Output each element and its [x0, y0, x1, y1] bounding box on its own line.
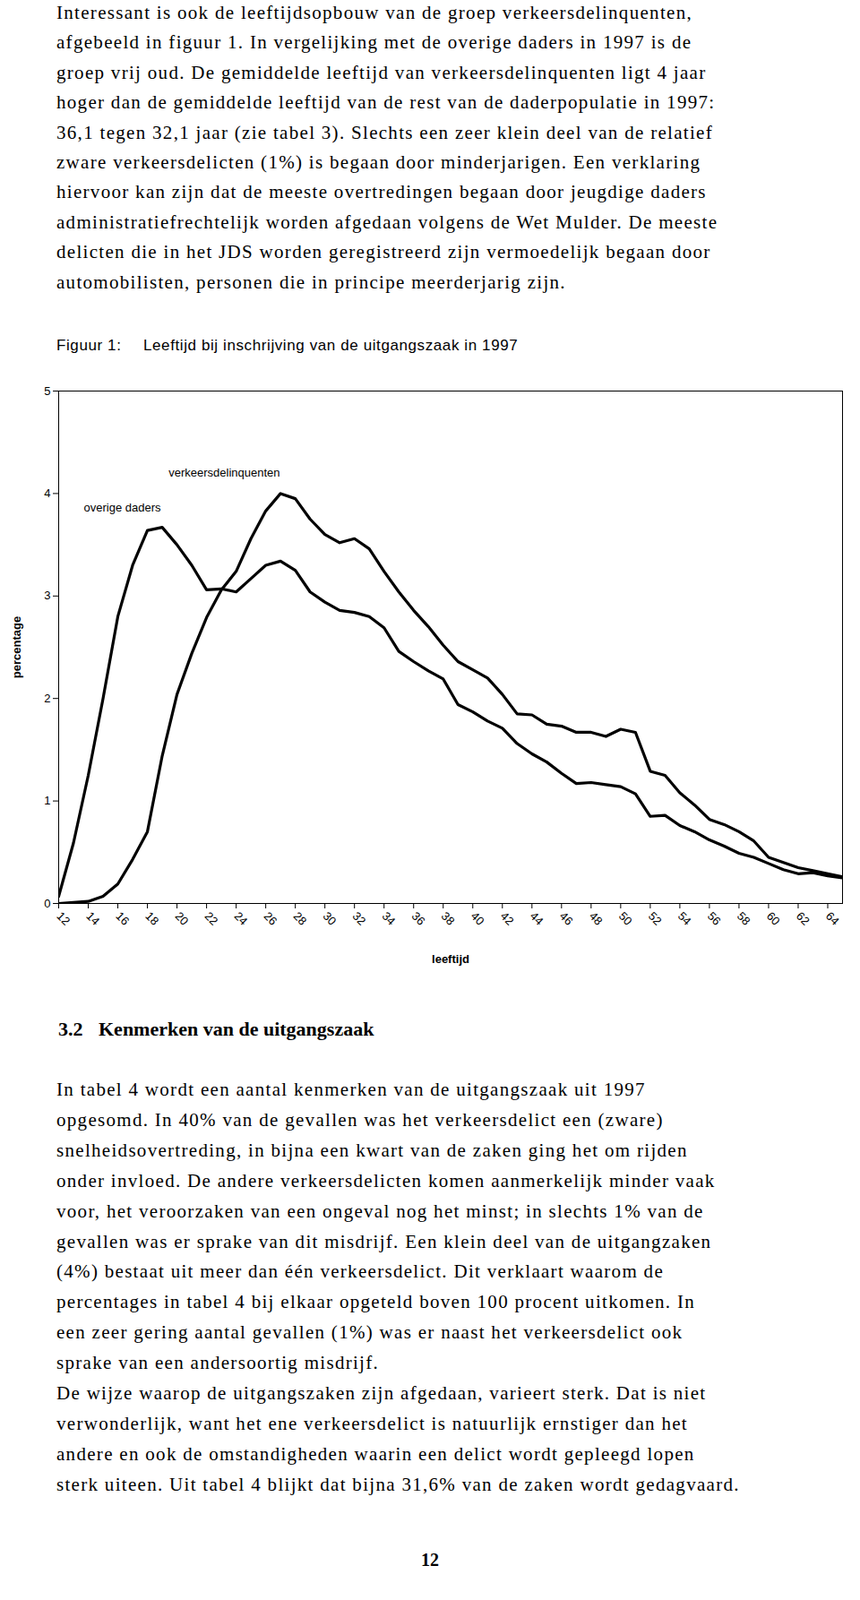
svg-text:leeftijd: leeftijd: [431, 952, 470, 966]
html-text:In tabel 4 wordt een aantal ke: In tabel 4 wordt een aantal kenmerken va…: [56, 1078, 646, 1101]
svg-text:62: 62: [793, 909, 813, 929]
html-text:automobilisten, personen die i: automobilisten, personen die in principe…: [56, 271, 567, 293]
svg-text:32: 32: [350, 909, 370, 929]
html-text:administratiefrechtelijk worde: administratiefrechtelijk worden afgedaan…: [56, 211, 718, 233]
svg-text:20: 20: [172, 909, 192, 929]
svg-text:52: 52: [645, 909, 665, 929]
html-text:gevallen was er sprake van dit: gevallen was er sprake van dit misdrijf.…: [56, 1230, 712, 1252]
svg-text:38: 38: [438, 909, 458, 929]
svg-text:34: 34: [379, 909, 399, 929]
html-text:opgesomd. In 40% van de gevall: opgesomd. In 40% van de gevallen was het…: [56, 1108, 664, 1131]
svg-text:22: 22: [202, 909, 222, 929]
svg-text:12: 12: [53, 909, 73, 929]
svg-text:16: 16: [112, 909, 132, 929]
html-text:snelheidsovertreding, in bijna: snelheidsovertreding, in bijna een kwart…: [56, 1139, 688, 1161]
html-text:afgebeeld in figuur 1. In verg: afgebeeld in figuur 1. In vergelijking m…: [56, 31, 692, 54]
html-text:De wijze waarop de uitgangszak: De wijze waarop de uitgangszaken zijn af…: [56, 1382, 707, 1404]
svg-text:56: 56: [705, 909, 724, 929]
svg-text:2: 2: [43, 691, 51, 706]
svg-text:5: 5: [43, 384, 51, 398]
html-text:sprake van een andersoortig mi: sprake van een andersoortig misdrijf.: [56, 1351, 380, 1374]
svg-text:46: 46: [557, 909, 577, 929]
svg-text:18: 18: [142, 909, 162, 929]
svg-text:36: 36: [409, 909, 429, 929]
svg-text:42: 42: [498, 909, 517, 929]
svg-text:54: 54: [675, 909, 695, 929]
html-text:groep vrij oud. De gemiddelde: groep vrij oud. De gemiddelde leeftijd v…: [56, 61, 707, 84]
svg-text:64: 64: [823, 909, 843, 929]
html-text:12: 12: [421, 1549, 439, 1570]
html-text:verwonderlijk, want het ene ve: verwonderlijk, want het ene verkeersdeli…: [56, 1412, 688, 1435]
html-text:delicten die in het JDS worden: delicten die in het JDS worden geregistr…: [56, 241, 712, 263]
html-text:onder invloed. De andere verke: onder invloed. De andere verkeersdelicte…: [56, 1169, 716, 1192]
svg-text:40: 40: [468, 909, 488, 929]
html-text:een zeer gering aantal gevalle: een zeer gering aantal gevallen (1%) was…: [56, 1321, 683, 1344]
html-text:Interessant is ook de leeftijd: Interessant is ook de leeftijdsopbouw va…: [56, 1, 693, 24]
html-text:zware verkeersdelicten (1%) is: zware verkeersdelicten (1%) is begaan do…: [56, 151, 701, 173]
svg-text:50: 50: [616, 909, 636, 929]
svg-text:4: 4: [43, 486, 51, 500]
svg-text:30: 30: [320, 909, 340, 929]
html-text:sterk uiteen. Uit tabel 4 blij: sterk uiteen. Uit tabel 4 blijkt dat bij…: [56, 1473, 740, 1495]
svg-text:14: 14: [83, 909, 103, 929]
html-text:hiervoor kan zijn dat de meest: hiervoor kan zijn dat de meeste overtred…: [56, 181, 707, 203]
html-text:Figuur 1:: Figuur 1:: [56, 336, 122, 354]
html-text:36,1 tegen 32,1 jaar (zie tabe: 36,1 tegen 32,1 jaar (zie tabel 3). Slec…: [56, 121, 714, 143]
svg-text:verkeersdelinquenten: verkeersdelinquenten: [168, 465, 280, 480]
svg-text:44: 44: [527, 909, 547, 929]
html-text:Leeftijd bij inschrijving van: Leeftijd bij inschrijving van de uitgang…: [143, 336, 519, 354]
html-text:hoger dan de gemiddelde leefti: hoger dan de gemiddelde leeftijd van de …: [56, 91, 716, 114]
svg-text:0: 0: [43, 896, 51, 911]
svg-text:overige daders: overige daders: [83, 500, 161, 515]
svg-text:percentage: percentage: [9, 616, 24, 679]
svg-text:58: 58: [734, 909, 754, 929]
html-text:percentages in tabel 4 bij elk: percentages in tabel 4 bij elkaar opgete…: [56, 1291, 696, 1313]
svg-text:1: 1: [43, 793, 51, 808]
svg-text:28: 28: [291, 909, 310, 929]
svg-text:48: 48: [586, 909, 606, 929]
svg-text:60: 60: [764, 909, 783, 929]
html-text:(4%) bestaat uit meer dan één: (4%) bestaat uit meer dan één verkeersde…: [56, 1260, 664, 1283]
html-text:andere en ook de omstandighede: andere en ook de omstandigheden waarin e…: [56, 1443, 695, 1465]
svg-text:3: 3: [43, 588, 51, 602]
html-text:voor, het veroorzaken van een: voor, het veroorzaken van een ongeval no…: [56, 1200, 704, 1222]
html-text:3.2: 3.2: [58, 1017, 83, 1041]
html-text:Kenmerken van de uitgangszaak: Kenmerken van de uitgangszaak: [98, 1017, 374, 1041]
svg-text:24: 24: [232, 909, 251, 929]
svg-text:26: 26: [261, 909, 281, 929]
